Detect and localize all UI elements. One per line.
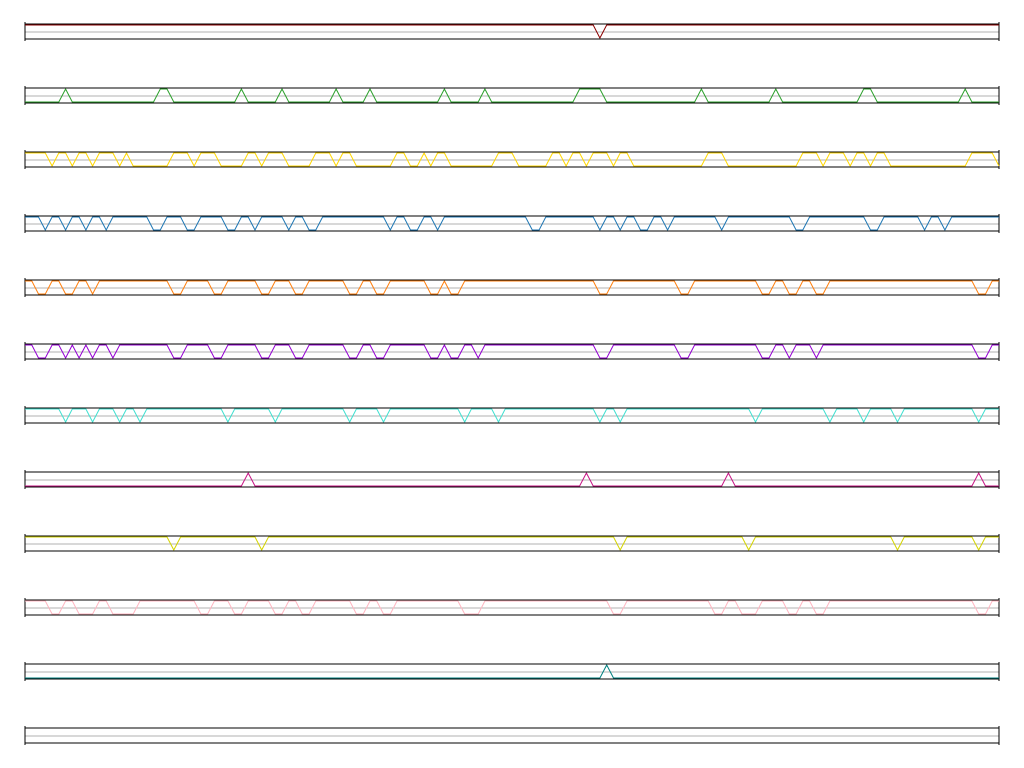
chart-panel-12 [24, 726, 1000, 745]
chart-panel-1 [24, 22, 1000, 41]
chart-panel-9 [24, 534, 1000, 553]
series-line-3 [25, 152, 1000, 167]
chart-panel-4 [24, 214, 1000, 233]
chart-panel-11 [24, 662, 1000, 681]
chart-panel-8 [24, 470, 1000, 489]
series-line-5 [25, 280, 999, 295]
series-line-11 [25, 664, 999, 679]
series-line-8 [25, 472, 999, 487]
chart-panel-10 [24, 598, 1000, 617]
chart-panel-5 [24, 278, 1000, 297]
series-line-4 [25, 216, 999, 231]
series-line-7 [25, 408, 999, 423]
series-line-9 [25, 536, 999, 551]
series-line-6 [25, 344, 999, 359]
chart-panel-6 [24, 342, 1000, 361]
chart-panel-7 [24, 406, 1000, 425]
chart-panel-3 [24, 150, 1000, 169]
chart-panel-2 [24, 86, 1000, 105]
series-line-2 [25, 88, 999, 103]
series-line-1 [25, 24, 999, 39]
series-line-10 [25, 600, 999, 615]
